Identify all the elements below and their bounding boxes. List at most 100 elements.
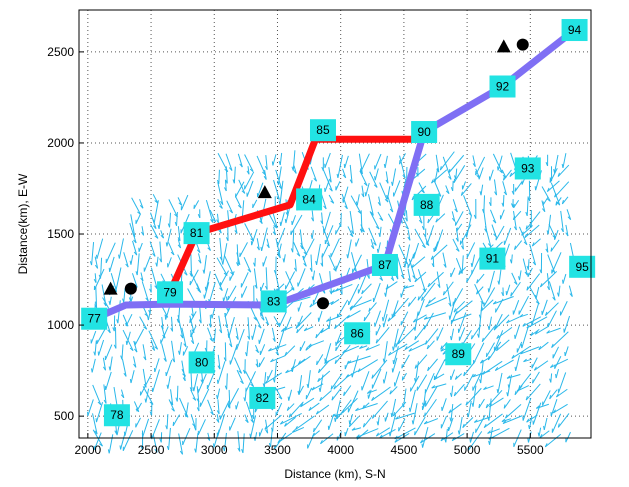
vector-arrow	[373, 282, 381, 303]
vector-arrowhead	[320, 439, 323, 444]
vector-arrow	[243, 256, 252, 273]
vector-arrow	[458, 312, 467, 333]
vector-arrowhead	[442, 350, 446, 355]
vector-arrowhead	[375, 226, 380, 230]
vector-arrowhead	[193, 426, 197, 431]
vector-arrowhead	[235, 335, 239, 340]
vector-arrowhead	[224, 385, 228, 390]
vector-arrow	[535, 286, 540, 300]
vector-arrow	[450, 267, 456, 278]
station-box	[569, 255, 596, 278]
vector-arrowhead	[192, 387, 195, 392]
vector-arrowhead	[448, 315, 451, 320]
vector-arrow	[169, 212, 172, 228]
vector-arrow	[334, 344, 351, 364]
vector-arrowhead	[157, 224, 160, 230]
vector-arrowhead	[196, 407, 200, 412]
vector-arrow	[430, 244, 448, 260]
vector-arrow	[489, 209, 497, 224]
vector-arrow	[497, 372, 503, 394]
vector-arrowhead	[457, 430, 460, 435]
vector-arrow	[337, 154, 343, 178]
vector-arrow	[357, 359, 379, 373]
vector-arrowhead	[277, 439, 281, 443]
vector-arrow	[179, 342, 182, 355]
vector-arrowhead	[546, 187, 550, 192]
vector-arrow	[409, 375, 420, 392]
vector-arrow	[550, 399, 558, 417]
vector-arrowhead	[552, 409, 557, 414]
vector-arrow	[455, 373, 462, 380]
vector-arrow	[475, 414, 486, 433]
vector-arrowhead	[557, 172, 560, 177]
y-tick-label: 1500	[47, 227, 74, 241]
vector-arrowhead	[503, 404, 506, 409]
vector-arrowhead	[363, 182, 368, 187]
vector-arrow	[553, 403, 568, 414]
vector-arrowhead	[296, 253, 301, 257]
vector-arrow	[342, 168, 347, 178]
vector-arrow	[277, 166, 282, 185]
vector-arrowhead	[178, 202, 183, 206]
vector-arrow	[404, 244, 411, 268]
vector-arrow	[516, 341, 523, 353]
vector-arrow	[531, 357, 538, 369]
vector-arrowhead	[160, 325, 164, 330]
vector-arrowhead	[368, 307, 371, 312]
vector-arrowhead	[439, 166, 442, 171]
vector-arrowhead	[427, 299, 431, 304]
vector-arrow	[205, 200, 214, 223]
vector-arrow	[414, 228, 426, 248]
vector-arrow	[534, 360, 549, 371]
vector-arrow	[265, 267, 268, 290]
vector-arrowhead	[480, 300, 485, 305]
vector-arrowhead	[210, 411, 214, 416]
vector-arrowhead	[273, 225, 278, 229]
vector-arrow	[523, 358, 532, 363]
vector-arrowhead	[320, 220, 324, 225]
vector-arrow	[271, 327, 276, 342]
station-box	[561, 19, 588, 42]
vector-arrow	[566, 209, 572, 220]
vector-arrow	[542, 196, 549, 206]
vector-arrowhead	[404, 217, 408, 222]
vector-arrowhead	[493, 326, 497, 331]
vector-arrow	[284, 345, 296, 357]
vector-arrow	[312, 270, 316, 281]
vector-arrowhead	[373, 184, 378, 188]
vector-arrowhead	[259, 312, 262, 317]
station-label: 85	[316, 123, 330, 137]
vector-arrowhead	[171, 408, 175, 412]
vector-arrow	[519, 313, 528, 318]
vector-arrowhead	[346, 254, 349, 259]
vector-arrowhead	[365, 347, 370, 351]
vector-arrow	[450, 369, 455, 381]
vector-arrow	[513, 200, 520, 209]
vector-arrowhead	[492, 300, 497, 305]
vector-arrow	[255, 317, 262, 329]
vector-arrow	[377, 211, 384, 221]
vector-arrow	[321, 212, 324, 225]
vector-arrowhead	[371, 374, 374, 379]
vector-arrowhead	[542, 201, 544, 206]
vector-arrowhead	[123, 372, 127, 377]
vector-arrowhead	[507, 384, 510, 389]
vector-arrowhead	[113, 344, 117, 349]
vector-arrowhead	[225, 179, 228, 184]
vector-arrowhead	[471, 402, 474, 407]
vector-arrowhead	[311, 276, 314, 281]
vector-arrow	[514, 240, 523, 250]
vector-arrowhead	[321, 166, 324, 171]
vector-arrow	[360, 153, 370, 173]
station-label: 82	[256, 391, 270, 405]
vector-arrowhead	[133, 251, 138, 256]
vector-arrow	[342, 345, 360, 354]
vector-arrowhead	[335, 346, 337, 351]
vector-arrow	[226, 373, 228, 390]
vector-arrow	[258, 328, 265, 344]
vector-arrowhead	[465, 233, 468, 238]
vector-arrowhead	[217, 365, 221, 370]
vector-arrow	[335, 283, 353, 292]
vector-arrowhead	[331, 289, 335, 293]
vector-arrowhead	[545, 248, 549, 253]
